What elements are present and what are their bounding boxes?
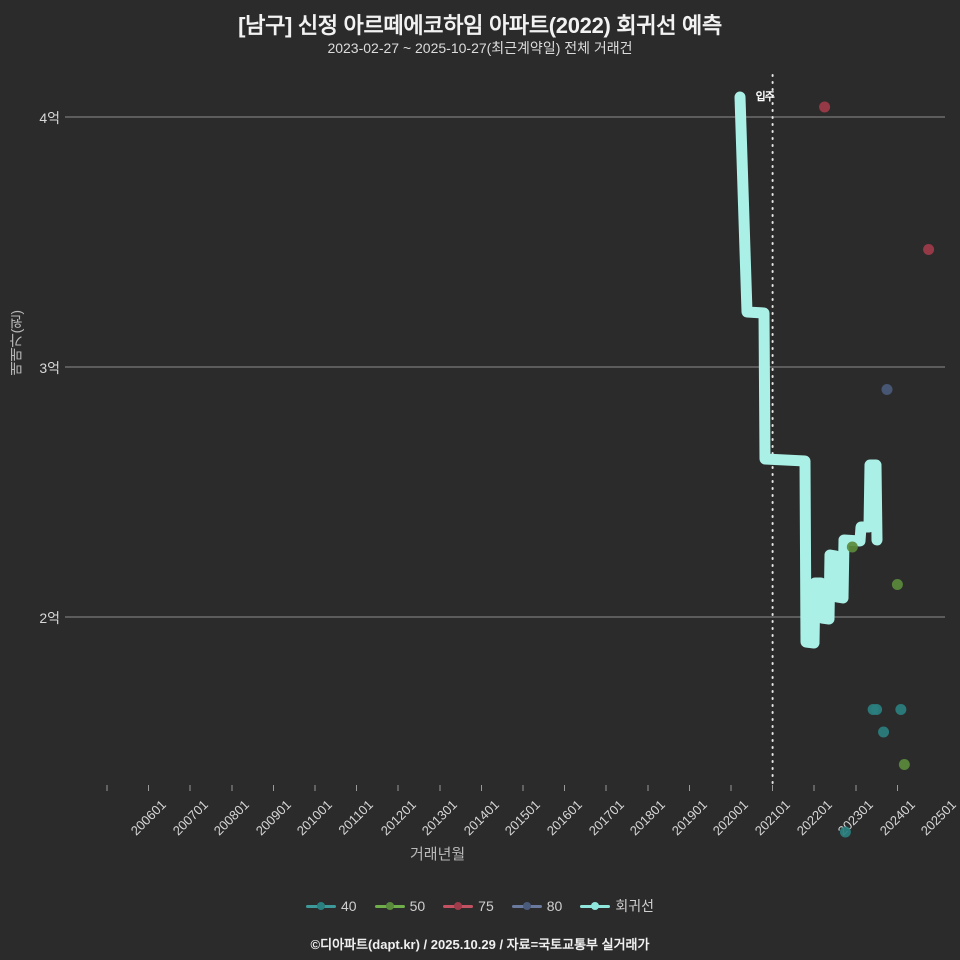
legend-item-50[interactable]: 50	[374, 898, 426, 914]
legend-label: 회귀선	[615, 898, 654, 914]
x-axis-title: 거래년월	[410, 846, 466, 863]
y-tick-label: 3억	[39, 360, 60, 376]
regression-line	[734, 91, 883, 649]
gridlines	[65, 116, 945, 618]
legend-swatch-icon	[374, 900, 405, 912]
legend-label: 50	[409, 898, 426, 914]
legend-item-75[interactable]: 75	[443, 898, 494, 914]
legend-label: 75	[478, 898, 494, 914]
scatter-points	[819, 101, 935, 838]
footer-credit: ©디아파트(dapt.kr) / 2025.10.29 / 자료=국토교통부 실…	[310, 937, 650, 952]
legend-item-회귀선[interactable]: 회귀선	[580, 896, 654, 916]
y-tick-label: 2억	[39, 610, 60, 626]
page-title: [남구] 신정 아르떼에코하임 아파트(2022) 회귀선 예측	[238, 13, 722, 38]
legend-item-40[interactable]: 40	[306, 898, 357, 914]
chart-subtitle: 2023-02-27 ~ 2025-10-27(최근계약일) 전체 거래건	[327, 40, 633, 56]
legend-swatch-icon	[306, 900, 337, 912]
legend-swatch-icon	[511, 900, 542, 912]
legend-swatch-icon	[580, 900, 611, 912]
legend-label: 40	[341, 898, 357, 914]
legend-item-80[interactable]: 80	[511, 898, 563, 914]
movein-label: 입주	[755, 91, 775, 103]
y-tick-label: 4억	[39, 110, 60, 126]
x-axis-tick-marks	[106, 785, 898, 791]
chart-legend: 40 50 75 80 회귀선	[0, 896, 960, 916]
legend-label: 80	[546, 898, 563, 914]
legend-swatch-icon	[443, 900, 474, 912]
